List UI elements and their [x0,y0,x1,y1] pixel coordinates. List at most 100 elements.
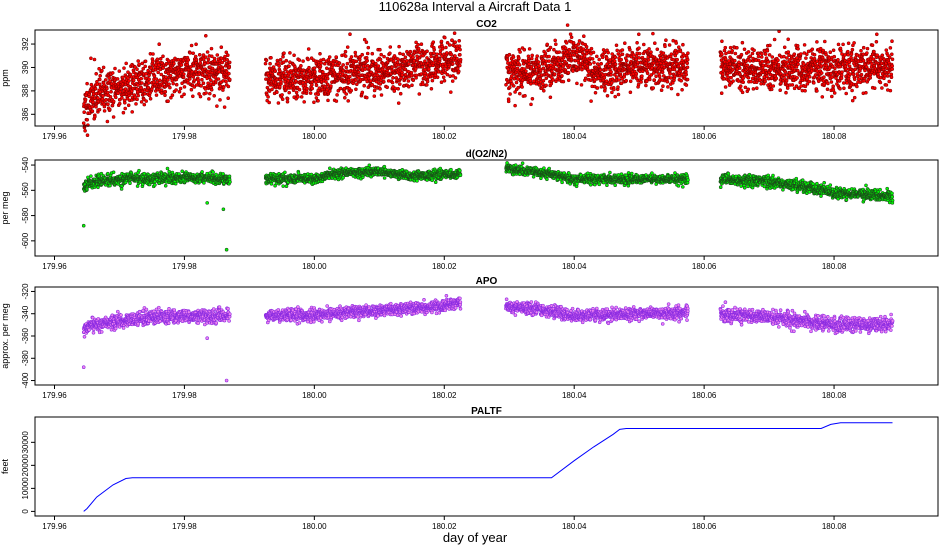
data-point [337,61,342,65]
data-point [341,63,345,67]
data-point [123,101,127,105]
data-point [784,90,788,95]
data-point [427,67,431,72]
data-point [542,89,546,93]
data-point [319,61,323,65]
data-point [353,54,358,58]
data-point [197,53,202,57]
data-point [226,53,230,57]
data-point [887,79,891,84]
data-point [812,81,816,85]
data-point [444,45,448,50]
data-point [284,58,289,63]
data-point [526,54,531,59]
data-point [204,91,208,95]
data-point [842,81,846,85]
data-point [759,55,764,59]
data-point [206,60,210,65]
data-point [372,94,377,98]
data-point [553,38,557,43]
data-point [685,77,690,82]
data-point [197,92,201,96]
data-point [888,88,893,93]
data-point [767,53,772,57]
data-point [278,58,283,62]
data-point [166,99,170,103]
data-point [408,49,413,54]
data-point [167,82,171,87]
data-point [846,49,850,54]
data-point [584,45,589,49]
data-point [414,73,419,78]
data-point [215,53,220,57]
data-point [136,59,140,63]
data-point [527,62,531,66]
data-point [859,49,863,53]
data-point [299,95,304,99]
data-point [589,99,593,103]
data-point [850,47,855,52]
data-point [605,56,609,60]
data-point [365,58,369,63]
data-point [457,69,461,74]
data-point [737,66,742,70]
data-point [603,86,607,91]
data-point [846,52,850,57]
data-point [795,76,799,80]
data-point [647,47,651,51]
data-point [269,56,273,60]
data-point [396,101,401,105]
data-point [666,85,670,89]
data-point [807,75,812,79]
data-point [642,42,646,47]
data-point [151,59,155,64]
data-point [106,102,110,107]
data-point [154,93,159,97]
data-point [723,57,728,61]
data-point [450,79,455,83]
data-point [210,54,214,59]
y-tick-label: 386 [21,107,30,121]
data-point [134,102,138,106]
data-point [406,79,411,83]
data-point [757,66,762,71]
x-tick-label: 180.06 [692,132,717,141]
data-point [889,75,894,79]
data-point [571,41,576,45]
data-point [343,49,348,54]
data-point [164,75,168,79]
data-point [783,70,788,74]
data-point [220,60,224,65]
data-point [609,70,613,74]
data-point [379,93,384,97]
y-tick-label: 388 [21,84,30,98]
data-point [432,51,436,55]
data-point [661,84,665,88]
data-point [449,52,454,57]
data-point [508,85,512,89]
data-point [457,39,461,43]
data-point [812,53,817,57]
data-point [784,78,789,83]
data-point [604,79,609,83]
data-point [201,81,206,85]
data-point [645,71,650,76]
data-point [828,50,833,54]
data-point [669,76,673,80]
data-point [829,80,834,84]
data-point [89,174,93,178]
data-point [861,45,866,50]
data-point [792,52,797,56]
data-point [388,45,393,49]
data-point [513,103,517,108]
data-point [154,77,159,81]
data-point [228,77,232,82]
data-point [884,83,889,87]
data-point [390,80,395,85]
data-point [852,77,857,82]
data-point [296,95,300,99]
data-point [425,83,429,87]
data-point [346,99,350,103]
data-point [824,52,828,57]
